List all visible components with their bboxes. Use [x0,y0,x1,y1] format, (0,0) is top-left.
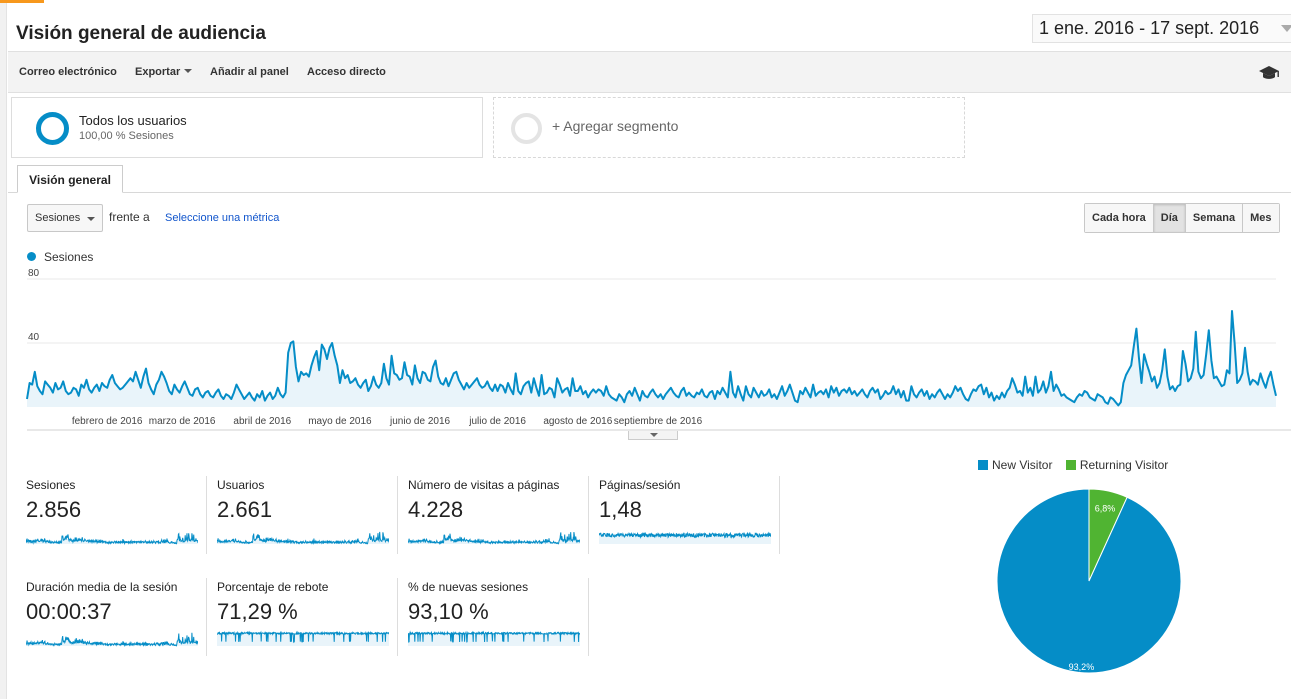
segment-all-users[interactable]: Todos los usuarios 100,00 % Sesiones [11,97,483,158]
date-range-picker[interactable]: 1 ene. 2016 - 17 sept. 2016 [1032,14,1291,43]
stat-value: 2.661 [217,497,273,522]
granularity-month-button[interactable]: Mes [1242,204,1279,232]
stat-divider [779,476,780,554]
sessions-chart[interactable]: 80 40 febrero de 2016 marzo de 2016 abril de… [8,266,1291,432]
stat-divider [588,578,589,656]
sparkline [26,532,198,546]
export-label: Exportar [135,66,181,78]
series-line [26,310,1277,407]
segment-detail: 100,00 % Sesiones [79,130,174,142]
email-button[interactable]: Correo electrónico [19,66,117,78]
visitor-type-pie-chart[interactable]: 6,8% 93,2% [994,486,1184,676]
chart-legend: Sesiones [27,250,93,264]
sparkline [408,630,580,646]
segment-ring-icon [36,112,69,145]
granularity-week-button[interactable]: Semana [1184,204,1243,232]
stat-label: Usuarios [217,478,265,492]
chevron-down-icon[interactable] [1281,25,1291,32]
sparkline [217,630,389,646]
series-area [27,311,1276,407]
x-tick-label: septiembre de 2016 [614,416,703,427]
pie-slice-label: 93,2% [1069,662,1095,672]
stat-value: 2.856 [26,497,82,522]
versus-label: frente a [109,210,150,224]
x-tick-label: febrero de 2016 [72,416,143,427]
legend-label: Sesiones [44,250,94,264]
stat-divider [206,578,207,656]
stat-value: 71,29 % [217,599,298,624]
chart-collapse-button[interactable] [628,431,678,440]
stat-divider [206,476,207,554]
page-title: Visión general de audiencia [16,23,266,44]
metric-select-value: Sesiones [35,212,81,224]
graduation-cap-icon[interactable] [1258,64,1280,82]
y-tick-label: 40 [28,332,40,343]
add-segment-button[interactable]: + Agregar segmento [493,97,965,158]
stat-value: 4.228 [408,497,464,522]
chevron-down-icon [184,69,193,73]
x-tick-label: mayo de 2016 [308,416,372,427]
x-tick-label: junio de 2016 [389,416,450,427]
stat-card[interactable]: Páginas/sesión 1,48 [599,478,779,558]
legend-swatch [1065,460,1076,470]
segment-name: Todos los usuarios [79,113,187,128]
stat-value: 93,10 % [408,599,489,624]
stat-card[interactable]: % de nuevas sesiones 93,10 % [408,580,588,660]
stat-divider [397,578,398,656]
pie-legend-new-label: New Visitor [992,458,1053,472]
legend-swatch [978,460,988,470]
granularity-day-button[interactable]: Día [1152,204,1185,232]
select-metric-link[interactable]: Seleccione una métrica [165,212,280,224]
stat-label: Número de visitas a páginas [408,478,560,492]
stat-label: Porcentaje de rebote [217,580,329,594]
stat-value: 00:00:37 [26,599,112,624]
pie-legend: New Visitor Returning Visitor [978,458,1168,472]
x-tick-label: abril de 2016 [233,416,291,427]
stat-card[interactable]: Duración media de la sesión 00:00:37 [26,580,206,660]
pie-slice[interactable] [996,488,1182,674]
pie-legend-new[interactable]: New Visitor [978,458,1052,472]
sparkline [599,531,771,544]
stat-label: Sesiones [26,478,76,492]
sparkline [26,632,198,648]
y-tick-label: 80 [28,268,40,279]
stat-label: % de nuevas sesiones [408,580,529,594]
sparkline [408,532,580,546]
chevron-down-icon [87,217,95,221]
add-to-dashboard-button[interactable]: Añadir al panel [210,66,289,78]
empty-segment-ring-icon [511,113,542,144]
metric-select[interactable]: Sesiones [27,204,103,232]
x-tick-label: julio de 2016 [468,416,526,427]
left-nav-strip [0,0,44,699]
pie-legend-returning[interactable]: Returning Visitor [1065,458,1169,472]
stat-card[interactable]: Número de visitas a páginas 4.228 [408,478,588,558]
x-tick-label: agosto de 2016 [543,416,612,427]
stat-card[interactable]: Sesiones 2.856 [26,478,206,558]
tab-overview[interactable]: Visión general [17,165,123,193]
stat-label: Duración media de la sesión [26,580,178,594]
date-range-text: 1 ene. 2016 - 17 sept. 2016 [1039,18,1260,38]
granularity-toggle: Cada hora Día Semana Mes [1084,203,1280,233]
report-toolbar: Correo electrónico Exportar Añadir al pa… [8,51,1291,93]
legend-dot [27,252,36,261]
granularity-hourly-button[interactable]: Cada hora [1085,204,1153,232]
pie-legend-returning-label: Returning Visitor [1079,458,1169,472]
stat-label: Páginas/sesión [599,478,681,492]
x-tick-label: marzo de 2016 [149,416,216,427]
add-segment-label: + Agregar segmento [552,118,679,134]
sparkline [217,531,389,545]
stat-card[interactable]: Porcentaje de rebote 71,29 % [217,580,397,660]
stat-divider [397,476,398,554]
export-button[interactable]: Exportar [135,66,193,78]
stat-divider [588,476,589,554]
page: Visión general de audiencia 1 ene. 2016 … [8,0,1291,699]
stat-value: 1,48 [599,497,642,522]
pie-slice-label: 6,8% [1095,503,1116,513]
stat-card[interactable]: Usuarios 2.661 [217,478,397,558]
tab-divider [8,192,1291,193]
shortcut-button[interactable]: Acceso directo [307,66,386,78]
chevron-down-icon [650,433,658,437]
nav-accent [0,0,44,3]
